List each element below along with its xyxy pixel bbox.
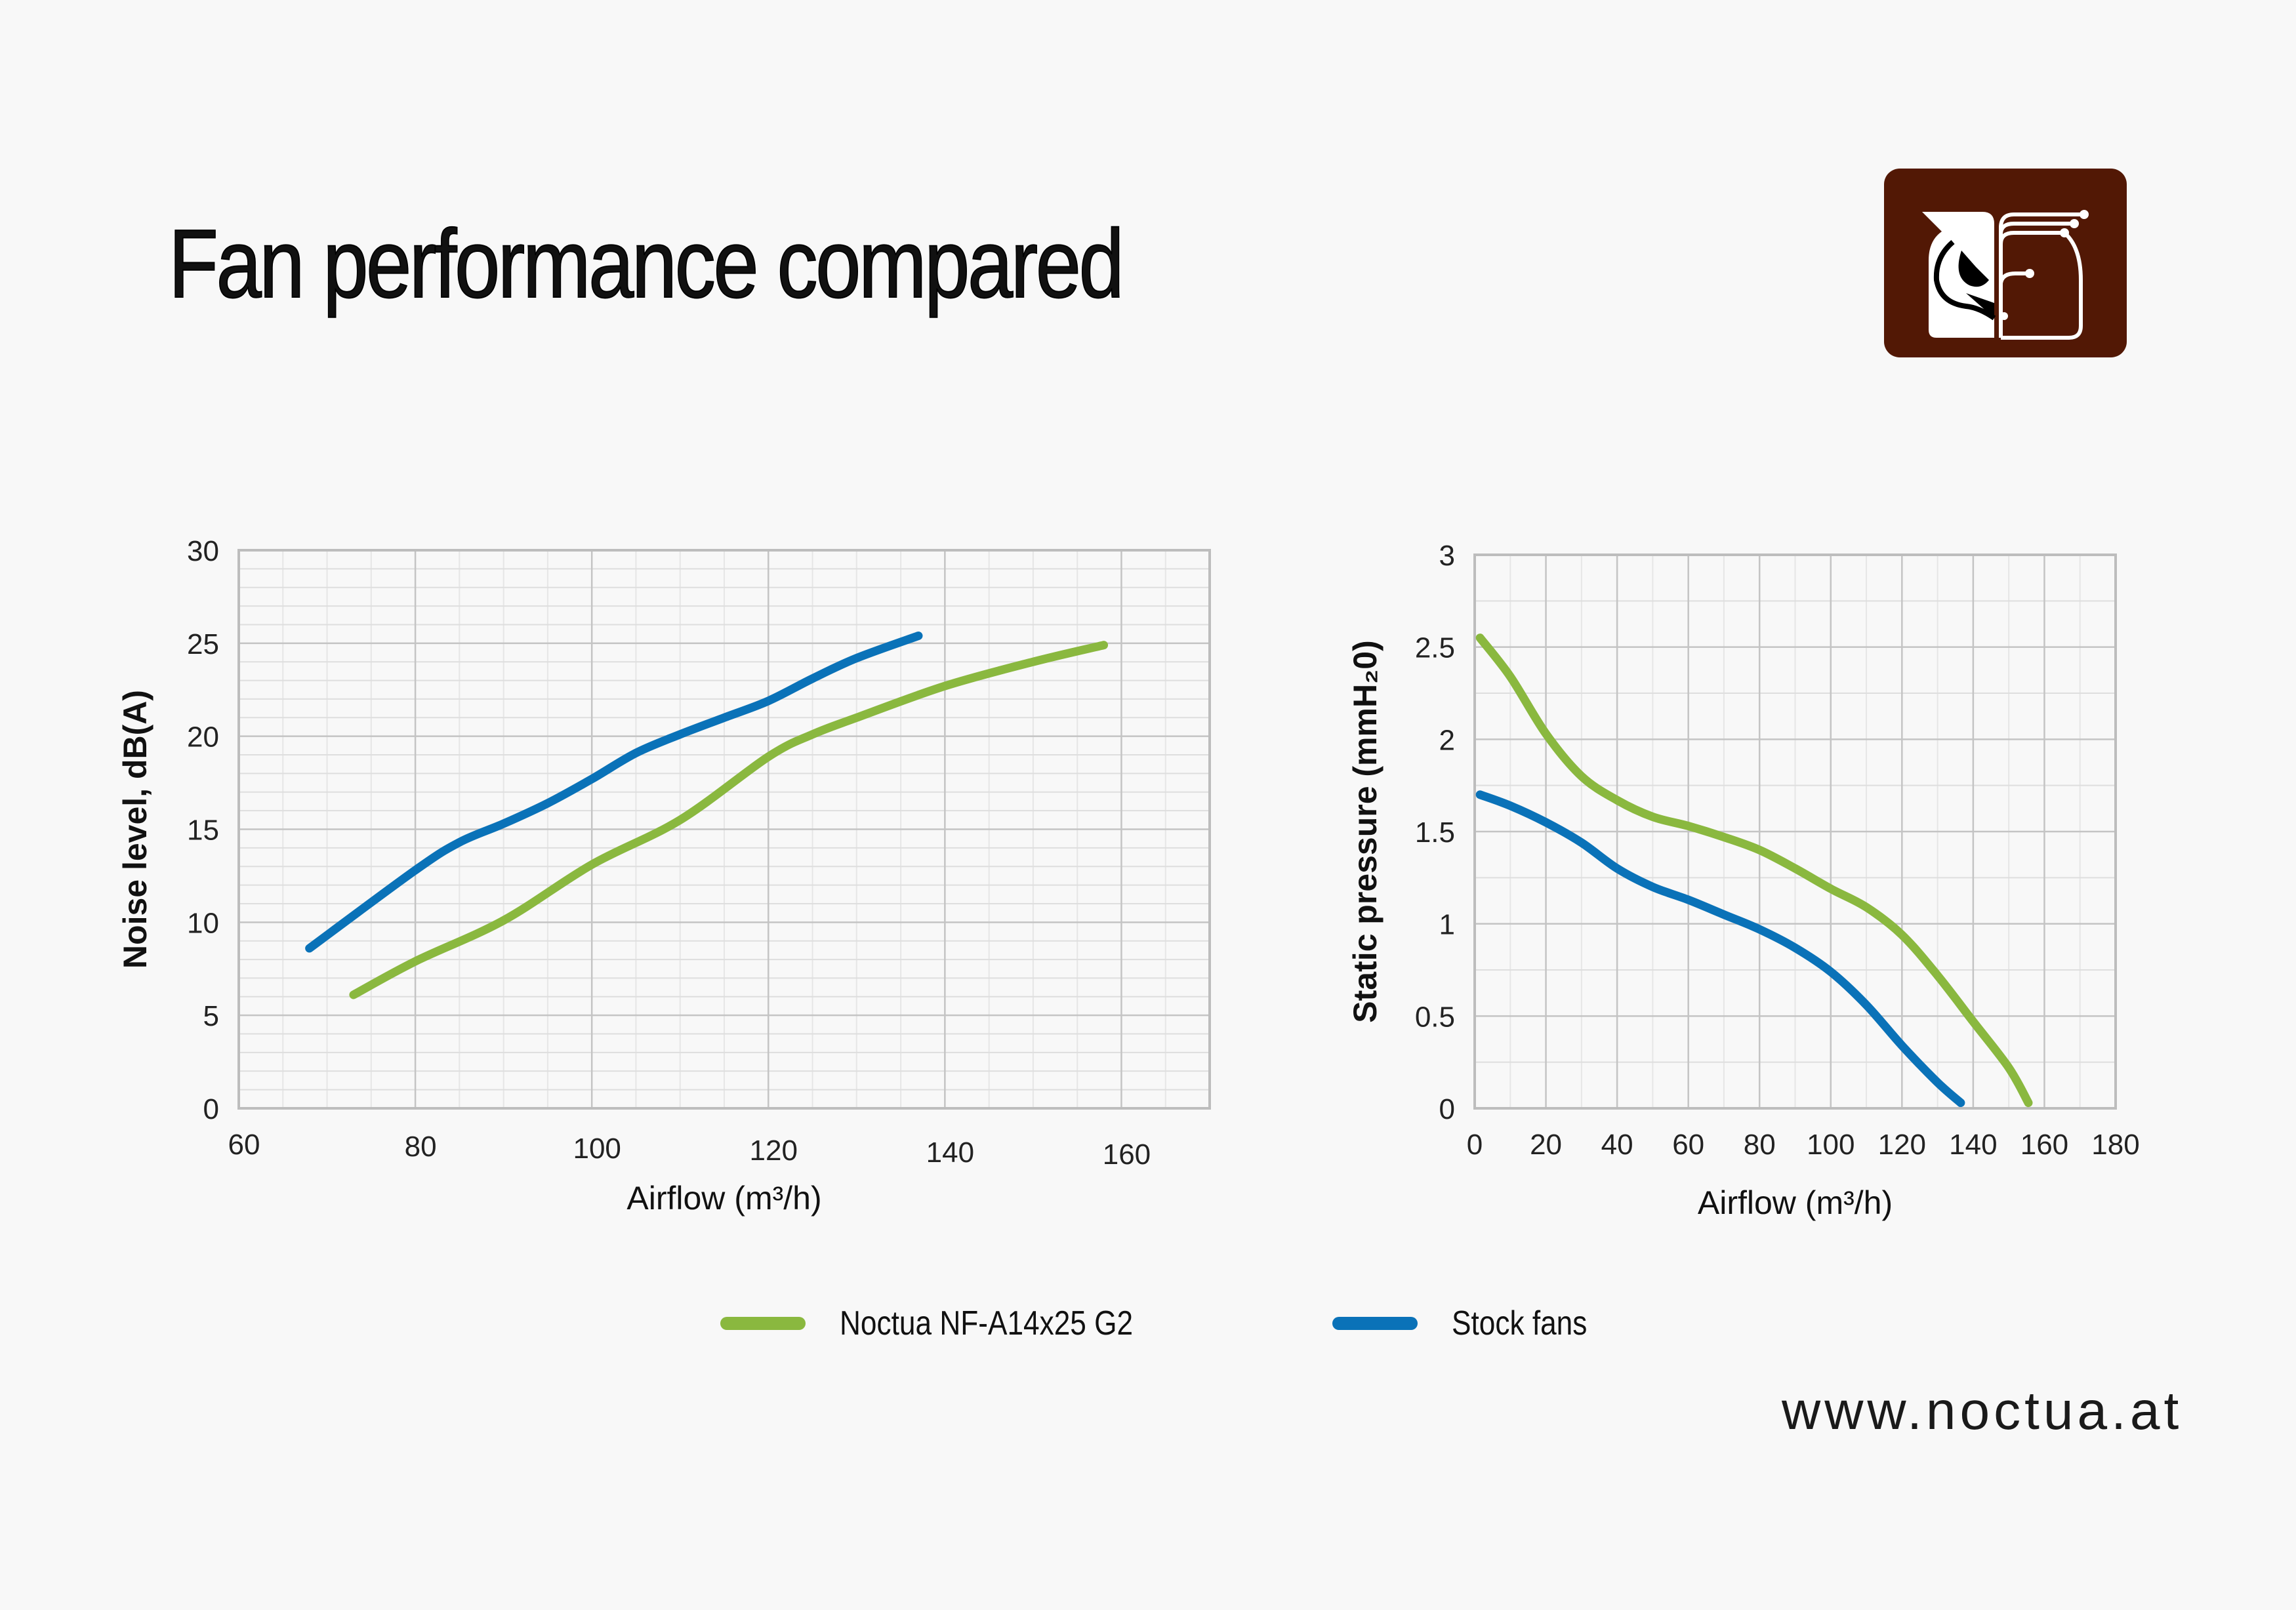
y-tick-label: 0.5 (1415, 1001, 1455, 1033)
website-url[interactable]: www.noctua.at (1782, 1381, 2183, 1441)
legend-label: Noctua NF-A14x25 G2 (840, 1304, 1134, 1342)
y-tick-label: 2 (1439, 724, 1455, 756)
legend-swatch-noctua (720, 1317, 806, 1330)
x-tick-label: 40 (1601, 1129, 1633, 1161)
x-tick-label: 100 (573, 1133, 621, 1165)
x-tick-label: 120 (1878, 1129, 1926, 1161)
page-title: Fan performance compared (168, 209, 1124, 319)
y-tick-label: 30 (187, 535, 219, 567)
series-line-noctua (349, 641, 1109, 999)
y-tick-label: 10 (187, 907, 219, 939)
x-tick-label: 140 (926, 1137, 974, 1169)
y-tick-label: 25 (187, 628, 219, 660)
x-tick-label: 80 (1744, 1129, 1776, 1161)
x-tick-label: 60 (1672, 1129, 1704, 1161)
x-tick-label: 140 (1949, 1129, 1997, 1161)
y-tick-label: 1.5 (1415, 816, 1455, 849)
x-tick-label: 120 (750, 1135, 798, 1167)
x-tick-label: 20 (1530, 1129, 1562, 1161)
x-tick-label: 100 (1807, 1129, 1855, 1161)
legend-swatch-stock (1332, 1317, 1418, 1330)
x-tick-label: 180 (2091, 1129, 2139, 1161)
x-tick-label: 0 (1467, 1129, 1483, 1161)
x-tick-label: 60 (228, 1129, 260, 1161)
legend-item-stock: Stock fans (1332, 1304, 1611, 1343)
x-axis-label: Airflow (m³/h) (626, 1180, 821, 1217)
y-tick-label: 1 (1439, 909, 1455, 941)
noctua-logo (1884, 169, 2127, 357)
y-tick-label: 3 (1439, 540, 1455, 572)
plot-border (237, 549, 1211, 1110)
legend-label: Stock fans (1452, 1304, 1588, 1342)
x-tick-label: 160 (1103, 1138, 1151, 1171)
series-line-noctua (1475, 634, 2033, 1108)
series-line-stock (1475, 790, 1965, 1108)
legend-item-noctua: Noctua NF-A14x25 G2 (720, 1304, 1185, 1343)
noise-chart: 60 80 100 120 140 160 0 5 10 15 20 25 30 Airflow (m³/… (117, 535, 1211, 1217)
y-tick-label: 0 (203, 1093, 219, 1125)
pressure-chart: 0 20 40 60 80 100 120 140 160 180 0 0.5 1 1.5 2 2.5 3 Air… (1347, 540, 2140, 1221)
x-axis-label: Airflow (m³/h) (1698, 1184, 1893, 1221)
y-tick-label: 5 (203, 1000, 219, 1032)
plot-border (1473, 553, 2117, 1110)
x-tick-label: 160 (2020, 1129, 2068, 1161)
y-axis-label: Static pressure (mmH₂0) (1347, 640, 1384, 1023)
y-tick-label: 20 (187, 721, 219, 754)
y-tick-label: 0 (1439, 1093, 1455, 1125)
x-tick-label: 80 (405, 1131, 437, 1163)
y-tick-label: 15 (187, 815, 219, 847)
y-tick-label: 2.5 (1415, 632, 1455, 664)
series-line-stock (305, 631, 923, 953)
y-axis-label: Noise level, dB(A) (117, 690, 154, 969)
